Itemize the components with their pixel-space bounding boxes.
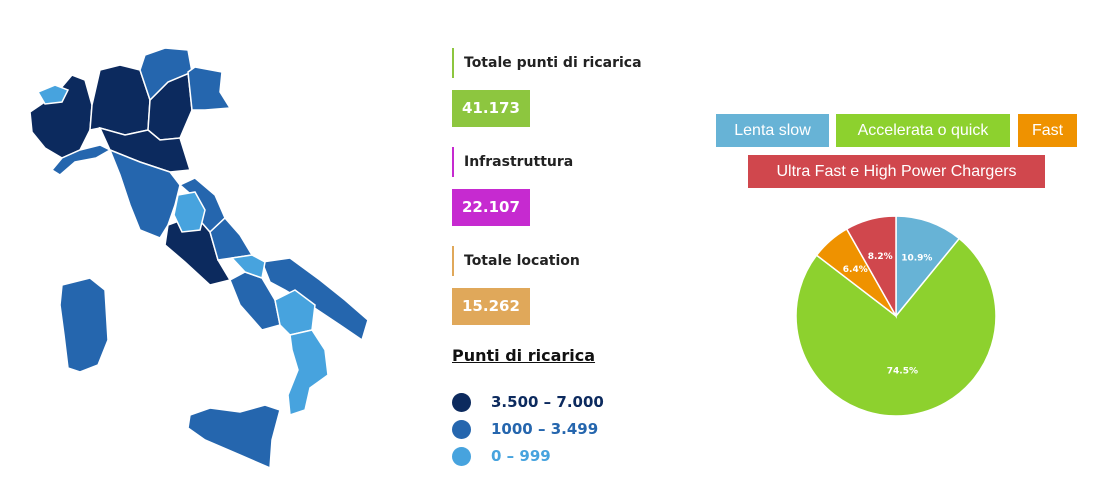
stat-value-total-charging-points: 41.173 <box>452 90 530 127</box>
region-sardegna[interactable] <box>59 277 109 373</box>
pie-data-label: 10.9% <box>901 254 932 264</box>
region-calabria[interactable] <box>287 329 329 417</box>
stat-label-total-charging-points: Totale punti di ricarica <box>452 48 642 78</box>
pie-legend-lenta-slow[interactable]: Lenta slow <box>716 114 829 147</box>
italy-region-map <box>29 47 369 470</box>
stat-value-total-locations: 15.262 <box>452 288 530 325</box>
region-friuli[interactable] <box>187 66 232 111</box>
legend-item-label: 3.500 – 7.000 <box>491 393 604 411</box>
pie-slice-ultra-fast[interactable] <box>845 215 897 319</box>
pie-legend-fast[interactable]: Fast <box>1018 114 1077 147</box>
stat-label-infrastructure: Infrastruttura <box>452 147 573 177</box>
pie-data-label: 6.4% <box>843 265 868 275</box>
region-trentino[interactable] <box>139 47 193 102</box>
region-umbria[interactable] <box>173 191 206 233</box>
legend-dot-icon <box>452 419 471 439</box>
map-legend-item: 3.500 – 7.000 <box>452 391 604 413</box>
pie-legend-accelerata-quick[interactable]: Accelerata o quick <box>836 114 1010 147</box>
stat-label-total-locations: Totale location <box>452 246 580 276</box>
pie-slice-lenta-slow[interactable] <box>895 215 961 319</box>
pie-data-label: 74.5% <box>887 367 918 377</box>
stat-value-infrastructure: 22.107 <box>452 189 530 226</box>
map-legend-item: 0 – 999 <box>452 445 551 467</box>
region-molise[interactable] <box>230 254 266 279</box>
region-valle-d-aosta[interactable] <box>36 84 70 105</box>
region-toscana[interactable] <box>108 148 181 239</box>
map-legend-item: 1000 – 3.499 <box>452 418 598 440</box>
charger-type-pie-chart: 10.9% 74.5% 6.4%8.2% <box>795 215 997 417</box>
legend-item-label: 1000 – 3.499 <box>491 420 599 438</box>
region-puglia[interactable] <box>260 257 369 342</box>
map-legend-title: Punti di ricarica <box>452 346 596 365</box>
legend-dot-icon <box>452 392 471 412</box>
pie-data-label: 8.2% <box>868 252 893 262</box>
region-lombardia[interactable] <box>89 64 151 136</box>
legend-item-label: 0 – 999 <box>491 447 551 465</box>
region-sicilia[interactable] <box>187 404 281 470</box>
pie-slice-accelerata-quick[interactable] <box>795 237 997 417</box>
pie-legend-ultra-fast[interactable]: Ultra Fast e High Power Chargers <box>748 155 1045 188</box>
legend-dot-icon <box>452 446 471 466</box>
